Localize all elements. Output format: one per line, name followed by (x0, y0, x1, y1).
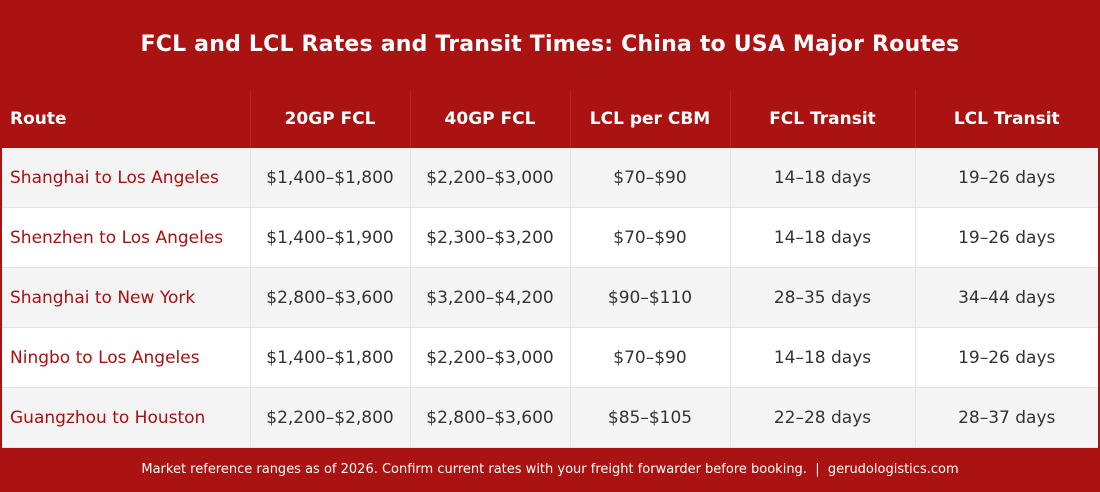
table-row: Shanghai to New York $2,800–$3,600 $3,200–… (2, 267, 1098, 328)
table-cell: 28–37 days (914, 387, 1098, 448)
table-cell: $70–$90 (569, 207, 730, 268)
table-cell: $2,800–$3,600 (249, 267, 410, 328)
table-cell: $1,400–$1,800 (249, 148, 410, 208)
column-header: FCL Transit (729, 90, 915, 148)
column-header: LCL Transit (914, 90, 1098, 148)
table-cell: 19–26 days (914, 207, 1098, 268)
table-cell: 14–18 days (729, 207, 915, 268)
table-cell: 28–35 days (729, 267, 915, 328)
table-cell: $2,200–$3,000 (409, 148, 570, 208)
route-cell: Ningbo to Los Angeles (2, 327, 250, 388)
table-cell: $90–$110 (569, 267, 730, 328)
header-row: Route 20GP FCL 40GP FCL LCL per CBM FCL Tran… (2, 90, 1098, 148)
footer: Market reference ranges as of 2026. Conf… (141, 462, 959, 477)
route-cell: Guangzhou to Houston (2, 387, 250, 448)
table-row: Ningbo to Los Angeles $1,400–$1,800 $2,200… (2, 327, 1098, 388)
title: FCL and LCL Rates and Transit Times: Chi… (140, 32, 960, 57)
column-header: Route (10, 109, 67, 129)
table-cell: $2,300–$3,200 (409, 207, 570, 268)
route-cell: Shanghai to New York (2, 267, 250, 328)
table-cell: $1,400–$1,800 (249, 327, 410, 388)
table-row: Guangzhou to Houston $2,200–$2,800 $2,800–… (2, 387, 1098, 448)
table-row: Shenzhen to Los Angeles $1,400–$1,900 $2,3… (2, 207, 1098, 268)
table-cell: 14–18 days (729, 148, 915, 208)
table-cell: 14–18 days (729, 327, 915, 388)
table-cell: $85–$105 (569, 387, 730, 448)
column-header: 40GP FCL (409, 90, 570, 148)
table-cell: 22–28 days (729, 387, 915, 448)
table-cell: 34–44 days (914, 267, 1098, 328)
table-cell: 19–26 days (914, 148, 1098, 208)
column-header: LCL per CBM (569, 90, 730, 148)
table-cell: $70–$90 (569, 148, 730, 208)
route-cell: Shanghai to Los Angeles (2, 148, 250, 208)
table-cell: $2,200–$3,000 (409, 327, 570, 388)
table-body: Shanghai to Los Angeles $1,400–$1,800 $2,2… (2, 148, 1098, 448)
table-row: Shanghai to Los Angeles $1,400–$1,800 $2,2… (2, 148, 1098, 208)
table-header: Route 20GP FCL 40GP FCL LCL per CBM FCL Tran… (2, 90, 1098, 148)
column-header: 20GP FCL (249, 90, 410, 148)
table-cell: $2,200–$2,800 (249, 387, 410, 448)
table-cell: $3,200–$4,200 (409, 267, 570, 328)
table-cell: $1,400–$1,900 (249, 207, 410, 268)
table-cell: 19–26 days (914, 327, 1098, 388)
route-cell: Shenzhen to Los Angeles (2, 207, 250, 268)
table-cell: $70–$90 (569, 327, 730, 388)
table-cell: $2,800–$3,600 (409, 387, 570, 448)
rates-table: Route 20GP FCL 40GP FCL LCL per CBM FCL Tran… (2, 90, 1098, 448)
